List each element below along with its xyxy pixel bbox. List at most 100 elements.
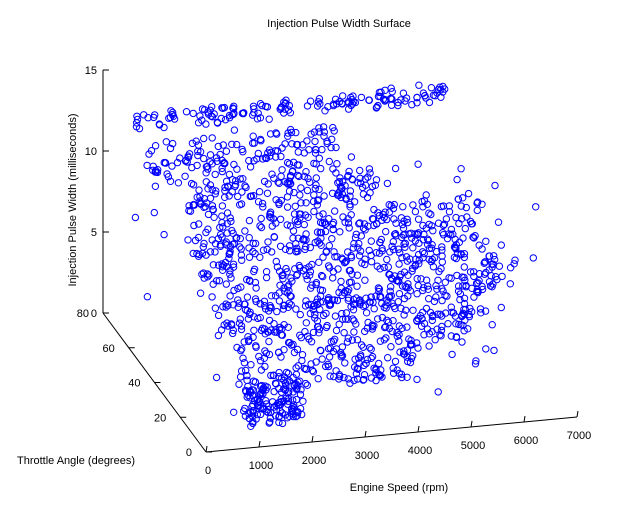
data-point (286, 171, 295, 180)
data-point (214, 261, 223, 269)
data-point (413, 99, 421, 107)
data-point (352, 370, 361, 378)
data-point (204, 185, 212, 193)
data-point (259, 384, 268, 392)
data-point (438, 322, 446, 331)
data-point (398, 220, 407, 229)
data-point (196, 148, 205, 156)
data-point (378, 373, 386, 381)
data-point (385, 270, 393, 279)
data-point (315, 212, 323, 220)
data-point (413, 375, 421, 384)
data-point (194, 147, 202, 156)
data-point (331, 312, 340, 320)
data-point (276, 215, 285, 224)
data-point (249, 132, 257, 140)
data-point (266, 152, 274, 160)
data-point (184, 236, 192, 244)
data-point (444, 320, 452, 328)
data-point (200, 239, 208, 248)
data-point (254, 149, 262, 158)
data-point (462, 281, 470, 290)
data-point (154, 166, 162, 174)
data-point (460, 250, 469, 258)
data-point (265, 115, 273, 123)
data-point (399, 89, 408, 97)
data-point (325, 353, 334, 361)
data-point (388, 88, 396, 96)
data-point (385, 208, 394, 216)
data-point (266, 304, 274, 312)
data-point (312, 160, 320, 168)
data-point (349, 244, 358, 252)
data-point (469, 233, 477, 241)
data-point (370, 305, 378, 313)
data-point (315, 258, 323, 266)
data-point (458, 338, 466, 346)
data-point (431, 336, 439, 344)
data-point (284, 394, 293, 403)
data-point (236, 234, 245, 243)
data-point (291, 216, 299, 224)
data-point (459, 194, 467, 202)
data-point (306, 178, 314, 186)
data-point (262, 397, 270, 405)
data-point (355, 220, 363, 228)
data-point (401, 239, 409, 248)
z-tick-label: 15 (85, 65, 97, 77)
data-point (151, 142, 160, 150)
data-point (345, 167, 353, 176)
data-point (193, 193, 201, 201)
data-point (237, 283, 245, 291)
data-point (296, 390, 305, 399)
data-point (433, 285, 441, 293)
data-point (202, 178, 211, 186)
data-point (368, 321, 376, 329)
data-point (211, 190, 220, 198)
data-point (481, 307, 490, 315)
data-point (375, 88, 384, 97)
data-point (219, 104, 227, 113)
data-point (189, 181, 198, 189)
data-point (373, 103, 381, 111)
data-point (251, 378, 260, 386)
data-point (323, 321, 331, 330)
data-point (315, 95, 324, 103)
data-point (471, 360, 480, 368)
data-point (250, 139, 259, 147)
data-point (413, 317, 421, 325)
data-point (437, 326, 446, 335)
data-point (311, 238, 319, 247)
data-point (301, 245, 309, 254)
data-point (411, 230, 419, 238)
data-point (244, 337, 253, 346)
data-point (277, 196, 285, 205)
data-points (131, 81, 540, 430)
z-tick-label: 10 (85, 146, 97, 158)
data-point (198, 105, 207, 113)
data-point (262, 268, 271, 276)
data-point (331, 95, 340, 104)
z-tick-label: 5 (91, 227, 97, 239)
data-point (229, 260, 238, 268)
data-point (358, 183, 367, 192)
data-point (236, 175, 244, 183)
data-point (290, 401, 298, 409)
data-point (223, 229, 231, 237)
data-point (278, 331, 287, 339)
data-point (285, 242, 294, 250)
data-point (291, 202, 299, 211)
data-point (464, 325, 472, 333)
y-axis-label: Throttle Angle (degrees) (17, 455, 135, 467)
data-point (387, 343, 395, 351)
data-point (511, 256, 519, 264)
data-point (346, 187, 355, 195)
data-point (349, 295, 358, 304)
data-point (229, 326, 238, 335)
data-point (247, 422, 255, 430)
data-point (200, 154, 208, 163)
data-point (238, 256, 246, 264)
data-point (422, 224, 430, 232)
data-point (239, 148, 247, 156)
data-point (226, 214, 234, 222)
